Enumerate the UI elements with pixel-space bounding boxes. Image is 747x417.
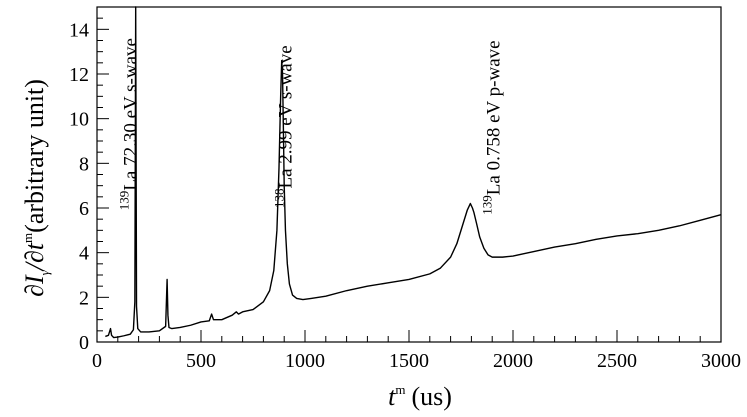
y-tick-label: 8 [79,153,89,175]
series-layer [105,6,722,339]
plot-frame [96,6,722,343]
y-tick-label: 10 [69,109,89,131]
peak-annotation: 139La 72.30 eV s-wave [117,38,142,210]
x-tick-label: 1500 [389,350,429,372]
y-axis-title: ∂Iγ/∂tm(arbitrary unit) [20,79,52,297]
x-tick-label: 0 [92,350,102,372]
x-tick-label: 1000 [285,350,325,372]
annotations: 139La 72.30 eV s-wave 138La 2.99 eV s-wav… [117,38,505,215]
x-axis: 0 500 1000 1500 2000 2500 3000 [92,330,741,372]
x-tick-label: 2500 [597,350,637,372]
x-tick-label: 2000 [493,350,533,372]
y-axis: 0 2 4 6 8 10 12 14 [69,17,109,354]
y-tick-label: 4 [79,243,89,265]
x-tick-label: 3000 [701,350,741,372]
y-tick-label: 0 [79,332,89,354]
plot-border [96,6,722,343]
y-tick-label: 6 [79,198,89,220]
y-tick-label: 14 [69,19,89,41]
x-tick-label: 500 [186,350,216,372]
spectrum-line [105,6,722,339]
x-axis-title: tm (us) [388,382,452,411]
peak-annotation: 139La 0.758 eV p-wave [480,40,505,214]
peak-annotation: 138La 2.99 eV s-wave [272,45,297,208]
y-tick-label: 12 [69,64,89,86]
y-tick-label: 2 [79,287,89,309]
